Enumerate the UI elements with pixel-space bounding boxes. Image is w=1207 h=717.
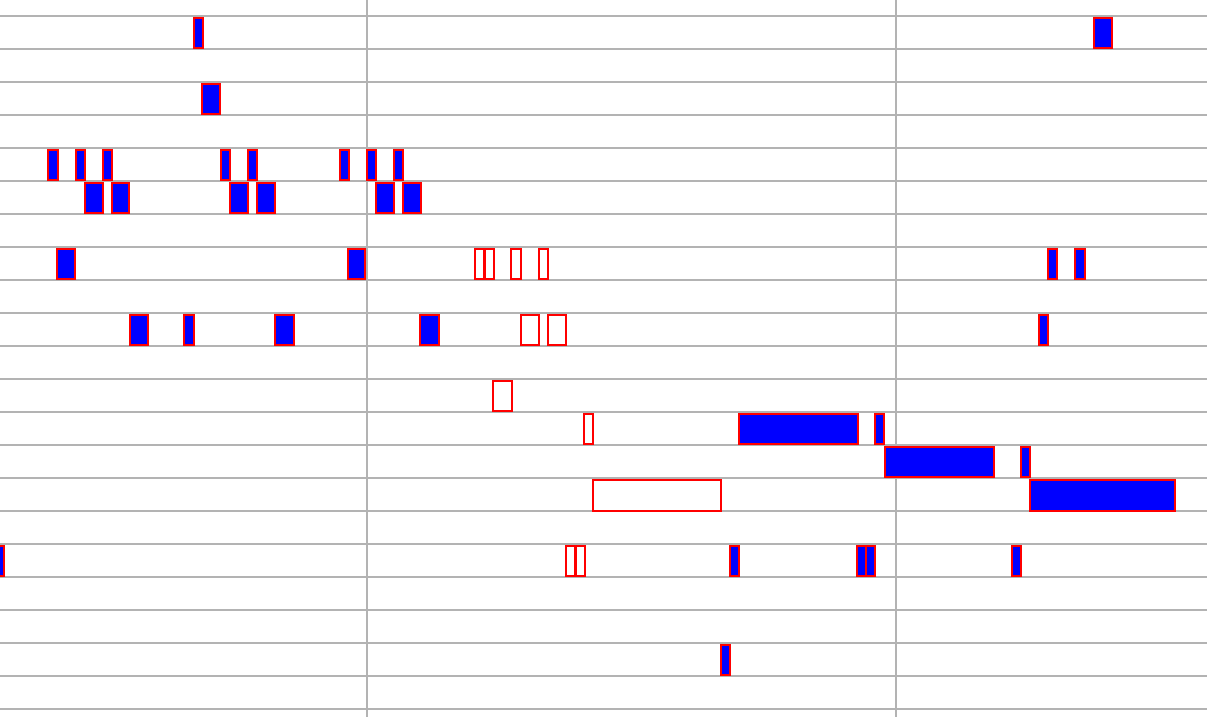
row-line — [0, 114, 1207, 116]
note-block[interactable] — [583, 413, 594, 445]
note-block[interactable] — [574, 545, 586, 577]
note-block[interactable] — [0, 545, 5, 577]
row-line — [0, 213, 1207, 215]
note-block[interactable] — [229, 182, 249, 214]
note-block[interactable] — [874, 413, 885, 445]
row-line — [0, 543, 1207, 545]
note-block[interactable] — [865, 545, 876, 577]
row-line — [0, 411, 1207, 413]
note-block[interactable] — [220, 149, 231, 181]
row-line — [0, 15, 1207, 17]
note-block[interactable] — [492, 380, 513, 412]
note-block[interactable] — [102, 149, 113, 181]
note-block[interactable] — [720, 644, 731, 676]
note-block[interactable] — [75, 149, 86, 181]
row-line — [0, 180, 1207, 182]
note-block[interactable] — [547, 314, 567, 346]
row-line — [0, 477, 1207, 479]
note-block[interactable] — [1011, 545, 1022, 577]
row-line — [0, 246, 1207, 248]
note-block[interactable] — [201, 83, 221, 115]
bar-line — [366, 0, 368, 717]
note-block[interactable] — [1029, 479, 1176, 512]
note-block[interactable] — [419, 314, 440, 346]
note-block[interactable] — [247, 149, 258, 181]
note-block[interactable] — [339, 149, 350, 181]
note-block[interactable] — [393, 149, 404, 181]
note-block[interactable] — [1074, 248, 1086, 280]
note-block[interactable] — [738, 413, 859, 445]
note-block[interactable] — [1020, 446, 1031, 478]
note-block[interactable] — [111, 182, 130, 214]
note-block[interactable] — [884, 446, 995, 478]
note-block[interactable] — [84, 182, 104, 214]
row-line — [0, 708, 1207, 710]
note-block[interactable] — [274, 314, 295, 346]
note-block[interactable] — [538, 248, 549, 280]
note-block[interactable] — [592, 479, 722, 512]
row-line — [0, 279, 1207, 281]
note-block[interactable] — [520, 314, 540, 346]
row-line — [0, 48, 1207, 50]
row-line — [0, 444, 1207, 446]
note-block[interactable] — [256, 182, 276, 214]
note-block[interactable] — [484, 248, 495, 280]
note-block[interactable] — [729, 545, 740, 577]
note-block[interactable] — [129, 314, 149, 346]
row-line — [0, 345, 1207, 347]
row-line — [0, 312, 1207, 314]
row-line — [0, 576, 1207, 578]
note-block[interactable] — [56, 248, 76, 280]
row-line — [0, 81, 1207, 83]
note-block[interactable] — [402, 182, 422, 214]
note-block[interactable] — [193, 17, 204, 49]
note-block[interactable] — [565, 545, 577, 577]
note-block[interactable] — [375, 182, 395, 214]
note-block[interactable] — [47, 149, 59, 181]
note-block[interactable] — [510, 248, 522, 280]
row-line — [0, 642, 1207, 644]
bar-line — [895, 0, 897, 717]
row-line — [0, 147, 1207, 149]
note-block[interactable] — [1038, 314, 1049, 346]
row-line — [0, 609, 1207, 611]
note-block[interactable] — [366, 149, 377, 181]
row-line — [0, 378, 1207, 380]
note-block[interactable] — [347, 248, 366, 280]
note-block[interactable] — [183, 314, 195, 346]
row-line — [0, 675, 1207, 677]
note-block[interactable] — [1047, 248, 1058, 280]
note-block[interactable] — [1093, 17, 1113, 49]
